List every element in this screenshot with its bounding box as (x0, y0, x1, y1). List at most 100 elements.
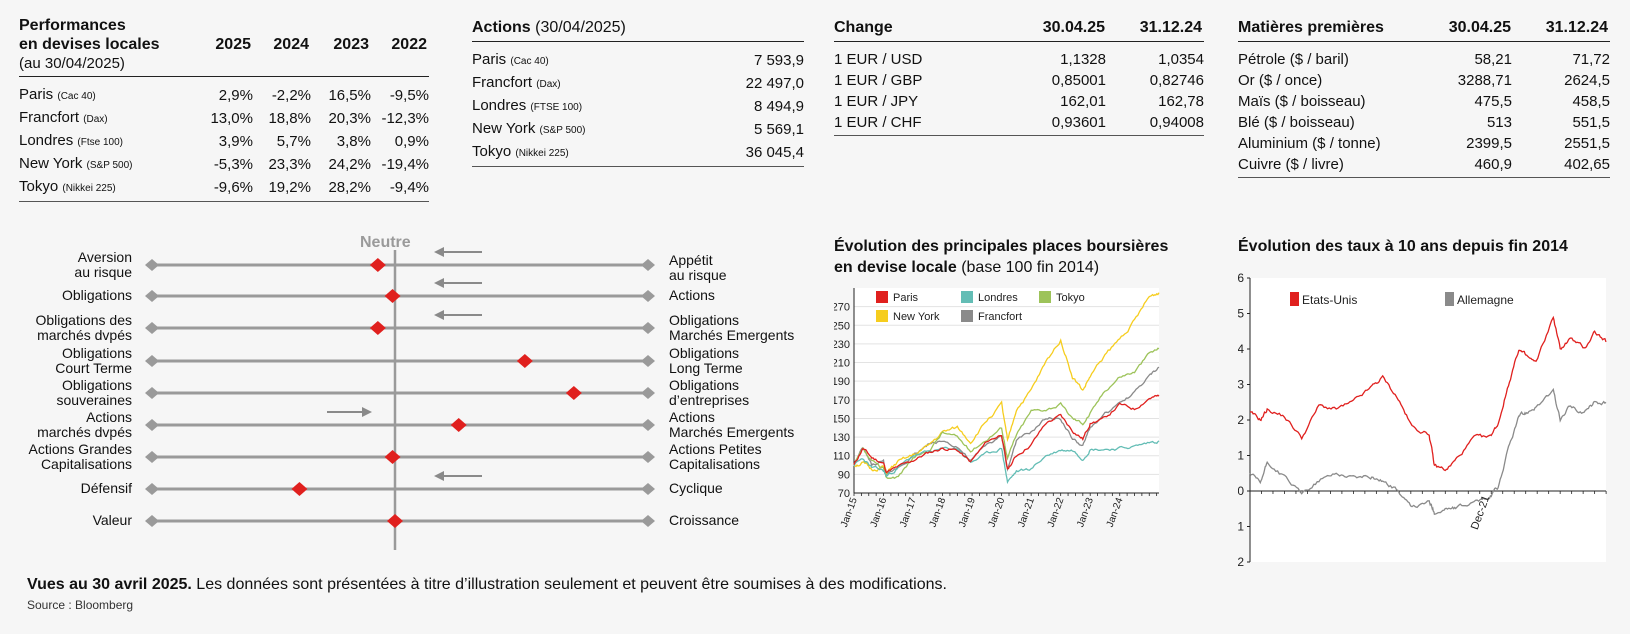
view-left-label-line: Actions (86, 409, 132, 425)
view-left-label-line: Valeur (92, 512, 132, 528)
market-index: (Ftse 100) (77, 137, 123, 148)
table-row: Pétrole ($ / baril) 58,21 71,72 (1238, 49, 1610, 70)
performance-title-line2: en devises locales (19, 36, 160, 53)
performance-table: Paris (Cac 40) 2,9% -2,2% 16,5% -9,5% Francf… (19, 84, 429, 199)
track-end-diamond (641, 387, 655, 399)
market-index: (S&P 500) (86, 160, 133, 171)
view-left-label-line: Actions Grandes (28, 441, 133, 457)
position-marker (384, 450, 401, 464)
y-tick-label: 150 (834, 413, 850, 425)
perf-value: 5,7% (276, 133, 311, 150)
perf-value: 3,9% (218, 133, 253, 150)
view-right-label: Actions Marchés Emergents (669, 410, 794, 440)
change-title: Change (834, 19, 893, 36)
table-row: Paris (Cac 40) 2,9% -2,2% 16,5% -9,5% (19, 84, 429, 107)
view-left-label-line: Capitalisations (40, 456, 132, 472)
currency-pair: 1 EUR / USD (834, 51, 923, 68)
trend-arrowhead (362, 407, 372, 417)
commodities-col1-header: 30.04.25 (1448, 19, 1511, 36)
view-right-label: Obligations Long Terme (669, 346, 743, 376)
rate-current: 162,01 (1060, 93, 1106, 110)
table-row: Maïs ($ / boisseau) 475,5 458,5 (1238, 91, 1610, 112)
view-left-label-line: Aversion (77, 249, 132, 265)
rates-chart-panel: Évolution des taux à 10 ans depuis fin 2… (1238, 236, 1618, 596)
view-left-label: Obligations souveraines (0, 377, 133, 408)
performance-panel: Performances en devises locales (au 30/0… (19, 16, 429, 202)
commodity-name: Or ($ / once) (1238, 72, 1323, 89)
perf-value: 19,2% (268, 179, 311, 196)
markets-chart-title-line2: en devise locale (834, 259, 957, 276)
change-panel: Change 30.04.25 31.12.24 1 EUR / USD 1,13… (834, 16, 1204, 136)
market-cell: Londres (Ftse 100) (19, 130, 199, 153)
x-tick-label: Jan-17 (898, 496, 919, 529)
commodities-title: Matières premières (1238, 19, 1384, 36)
actions-footer-rule (472, 166, 804, 167)
y-tick-label: 110 (834, 451, 850, 463)
market-cell: Londres (FTSE 100) (472, 95, 691, 118)
change-footer-rule (834, 135, 1204, 136)
view-right-label: Actions (669, 288, 715, 303)
actions-header-rule (472, 41, 804, 42)
x-tick-label: Jan-22 (1046, 496, 1067, 529)
table-row: Blé ($ / boisseau) 513 551,5 (1238, 112, 1610, 133)
perf-value: -2,2% (271, 87, 311, 104)
market-name: Tokyo (19, 178, 59, 195)
market-name: Paris (19, 86, 54, 103)
series-line-tokyo (853, 347, 1160, 479)
market-name: New York (472, 120, 536, 137)
track-end-diamond (145, 355, 159, 367)
commodity-name: Cuivre ($ / livre) (1238, 156, 1344, 173)
rate-current: 0,93601 (1051, 114, 1106, 131)
y-tick-label: 250 (834, 320, 850, 332)
price-previous: 2551,5 (1564, 135, 1610, 152)
perf-value: -12,3% (381, 110, 429, 127)
perf-value: 24,2% (328, 156, 371, 173)
commodities-header-rule (1238, 41, 1610, 42)
legend-label: New York (893, 311, 940, 323)
table-row: 1 EUR / JPY 162,01 162,78 (834, 91, 1204, 112)
table-row: Tokyo (Nikkei 225) -9,6% 19,2% 28,2% -9,4% (19, 176, 429, 199)
market-index: (Nikkei 225) (62, 183, 116, 194)
view-left-label-line: marchés dvpés (37, 424, 132, 440)
perf-value: -19,4% (381, 156, 429, 173)
index-level: 36 045,4 (745, 144, 804, 161)
price-previous: 402,65 (1564, 156, 1610, 173)
track-end-diamond (145, 259, 159, 271)
y-tick-label: 130 (834, 432, 850, 444)
x-tick-label: Jan-20 (987, 496, 1008, 529)
perf-value: 18,8% (268, 110, 311, 127)
price-previous: 71,72 (1572, 51, 1610, 68)
change-col2-header: 31.12.24 (1139, 19, 1202, 36)
price-current: 2399,5 (1466, 135, 1512, 152)
market-cell: New York (S&P 500) (19, 153, 199, 176)
price-previous: 551,5 (1572, 114, 1610, 131)
table-row: Londres (Ftse 100) 3,9% 5,7% 3,8% 0,9% (19, 130, 429, 153)
table-row: New York (S&P 500) -5,3% 23,3% 24,2% -19,4% (19, 153, 429, 176)
view-left-label-line: Défensif (80, 480, 132, 496)
track-end-diamond (145, 322, 159, 334)
view-left-label-line: Obligations des (35, 312, 132, 328)
track-end-diamond (145, 515, 159, 527)
legend-label: Tokyo (1056, 292, 1085, 304)
track-end-diamond (641, 451, 655, 463)
table-row: New York (S&P 500) 5 569,1 (472, 118, 804, 141)
view-right-label-line: Long Terme (669, 360, 743, 376)
rate-previous: 0,94008 (1149, 114, 1204, 131)
view-left-label: Valeur (0, 513, 132, 528)
commodities-footer-rule (1238, 177, 1610, 178)
view-left-label-line: Obligations (61, 377, 132, 393)
table-row: 1 EUR / CHF 0,93601 0,94008 (834, 112, 1204, 133)
legend-swatch (1290, 292, 1299, 306)
market-cell: Tokyo (Nikkei 225) (19, 176, 199, 199)
table-row: Cuivre ($ / livre) 460,9 402,65 (1238, 154, 1610, 175)
commodities-col2-header: 31.12.24 (1545, 19, 1608, 36)
legend-label: Francfort (978, 311, 1022, 323)
performance-year-header: 2025 (215, 36, 251, 53)
view-right-label-line: Capitalisations (669, 456, 761, 472)
y-tick-label: 6 (1238, 271, 1244, 285)
rate-previous: 0,82746 (1149, 72, 1204, 89)
rates-chart-title: Évolution des taux à 10 ans depuis fin 2… (1238, 238, 1568, 255)
series-line-us (1249, 315, 1607, 472)
view-right-label-line: Actions (669, 409, 715, 425)
y-tick-label: 90 (838, 469, 850, 481)
